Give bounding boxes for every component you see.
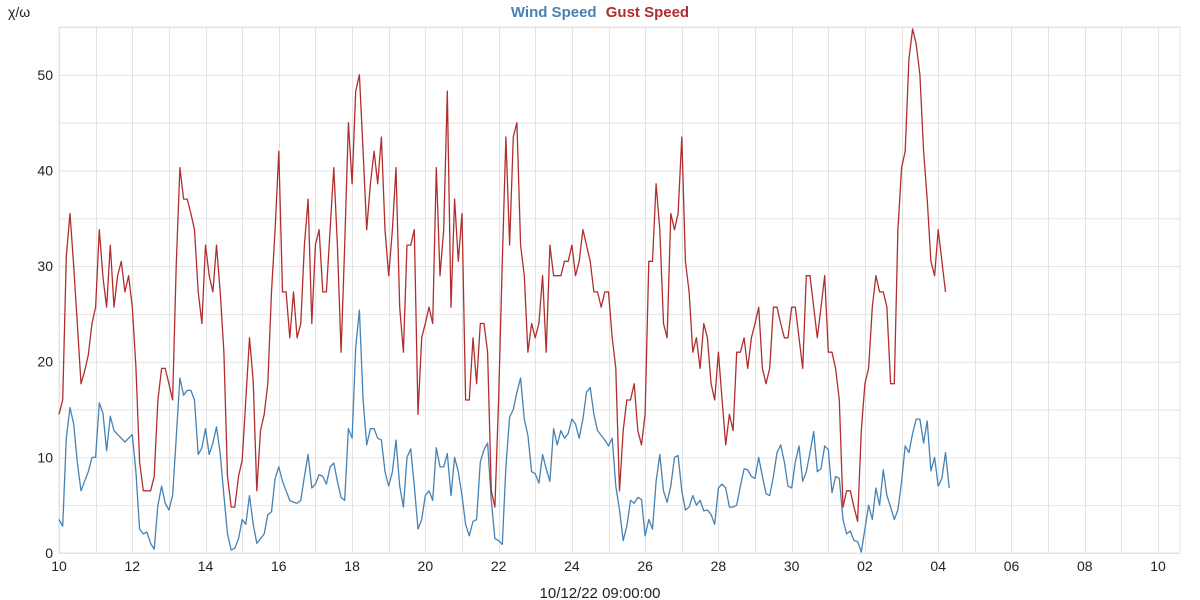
- x-tick-label: 04: [930, 558, 946, 574]
- x-tick-label: 06: [1004, 558, 1020, 574]
- x-tick-label: 26: [637, 558, 653, 574]
- y-tick-label: 30: [37, 258, 53, 274]
- x-axis-label: 10/12/22 09:00:00: [540, 585, 661, 600]
- x-tick-label: 18: [344, 558, 360, 574]
- x-tick-label: 08: [1077, 558, 1093, 574]
- x-tick-label: 24: [564, 558, 580, 574]
- x-tick-label: 10: [51, 558, 67, 574]
- x-tick-label: 16: [271, 558, 287, 574]
- y-tick-label: 0: [45, 545, 53, 561]
- x-tick-label: 28: [711, 558, 727, 574]
- y-tick-label: 50: [37, 67, 53, 83]
- x-tick-label: 14: [198, 558, 214, 574]
- series-line-gust-speed: [58, 28, 947, 523]
- series-line-wind-speed: [58, 309, 950, 553]
- legend-item-gust-speed: Gust Speed: [606, 4, 689, 21]
- x-tick-label: 12: [124, 558, 140, 574]
- legend: Wind Speed Gust Speed: [511, 4, 689, 21]
- y-tick-label: 20: [37, 354, 53, 370]
- x-tick-label: 02: [857, 558, 873, 574]
- y-tick-label: 40: [37, 162, 53, 178]
- x-tick-label: 22: [491, 558, 507, 574]
- legend-item-wind-speed: Wind Speed: [511, 4, 597, 21]
- grid-lines: [58, 26, 1181, 554]
- x-tick-label: 20: [418, 558, 434, 574]
- y-axis-label: χ/ω: [8, 4, 30, 20]
- series-lines: [58, 28, 950, 553]
- y-tick-label: 10: [37, 449, 53, 465]
- x-tick-label: 30: [784, 558, 800, 574]
- x-tick-label: 10: [1150, 558, 1166, 574]
